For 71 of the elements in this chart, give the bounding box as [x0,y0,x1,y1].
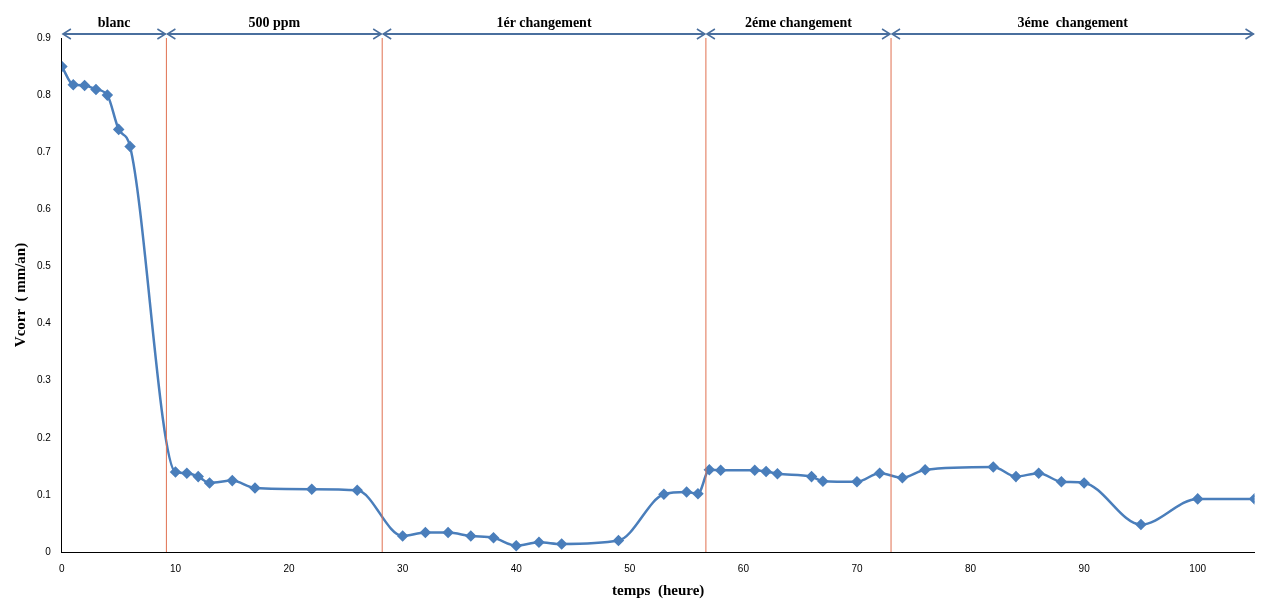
point [919,464,931,476]
point [420,527,431,538]
point [68,79,79,91]
point [90,84,102,95]
text: 3éme changement [1017,14,1129,30]
text: 2éme changement [745,14,853,30]
point [851,476,863,487]
point [227,475,238,486]
text: blanc [97,14,131,30]
x-tick-label: 70 [851,562,863,574]
point [1192,493,1203,505]
point [249,482,261,494]
x-axis-title: temps (heure) [612,581,705,599]
point [715,465,726,476]
point [1033,467,1044,479]
point [1056,476,1067,487]
point [806,471,817,482]
point [124,141,136,152]
x-tick-label: 20 [283,562,296,574]
text: 500 ppm [248,14,301,30]
y-tick-label: 0.5 [37,260,52,272]
point [306,483,318,495]
point [988,461,999,473]
y-tick-label: 0.9 [37,31,52,43]
point [79,80,90,91]
point [397,530,408,542]
x-tick-label: 90 [1078,562,1091,574]
point [181,467,193,479]
point [533,537,545,548]
point [113,124,124,135]
point [681,486,692,498]
text: 1ér changement [496,14,592,30]
y-axis-title: Vcorr ( mm/an) [11,242,29,348]
point [442,527,454,538]
y-tick-label: 0.1 [37,488,52,500]
point [102,89,113,101]
y-tick-label: 0.4 [37,317,52,329]
point [1010,471,1022,482]
x-tick-label: 30 [397,562,409,574]
y-tick-label: 0.7 [37,145,52,157]
point [351,485,363,496]
y-tick-label: 0 [45,545,52,557]
point [874,467,885,479]
point [488,532,499,543]
point [772,468,783,480]
point [1078,477,1090,489]
x-tick-label: 10 [169,562,182,574]
x-tick-label: 80 [964,562,977,574]
y-tick-label: 0.8 [37,88,52,100]
point [510,540,522,551]
point [897,472,908,484]
y-tick-label: 0.2 [37,431,52,443]
point [817,475,829,487]
point [1135,519,1147,530]
point [170,466,181,478]
x-tick-label: 100 [1189,562,1207,574]
y-tick-label: 0.3 [37,374,52,386]
x-tick-label: 50 [624,562,636,574]
point [556,538,567,550]
point [749,465,760,476]
x-tick-label: 60 [737,562,750,574]
point [760,466,772,477]
y-tick-label: 0.6 [37,203,52,215]
point [613,535,624,546]
point [204,477,215,489]
point [465,530,477,542]
point [658,489,670,500]
x-tick-label: 40 [510,562,523,574]
point [692,488,704,499]
point [192,471,204,482]
x-tick-label: 0 [59,562,66,574]
